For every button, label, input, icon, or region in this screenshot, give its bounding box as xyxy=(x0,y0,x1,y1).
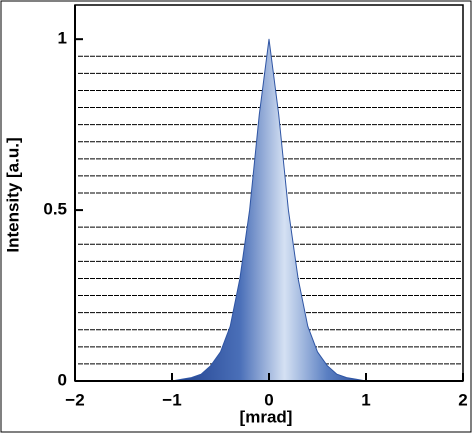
x-tick-label: 0 xyxy=(264,390,273,409)
y-axis-label: Intensity [a.u.] xyxy=(3,137,22,252)
x-axis-label: [mrad] xyxy=(240,407,293,426)
x-tick-label: −2 xyxy=(65,390,84,409)
x-tick-label: 2 xyxy=(458,390,467,409)
y-tick-label: 1 xyxy=(58,29,67,48)
x-tick-label: 1 xyxy=(361,390,370,409)
y-tick-label: 0.5 xyxy=(43,200,67,219)
peak-area xyxy=(171,38,367,382)
x-tick-label: −1 xyxy=(162,390,181,409)
y-tick-label: 0 xyxy=(58,370,67,389)
